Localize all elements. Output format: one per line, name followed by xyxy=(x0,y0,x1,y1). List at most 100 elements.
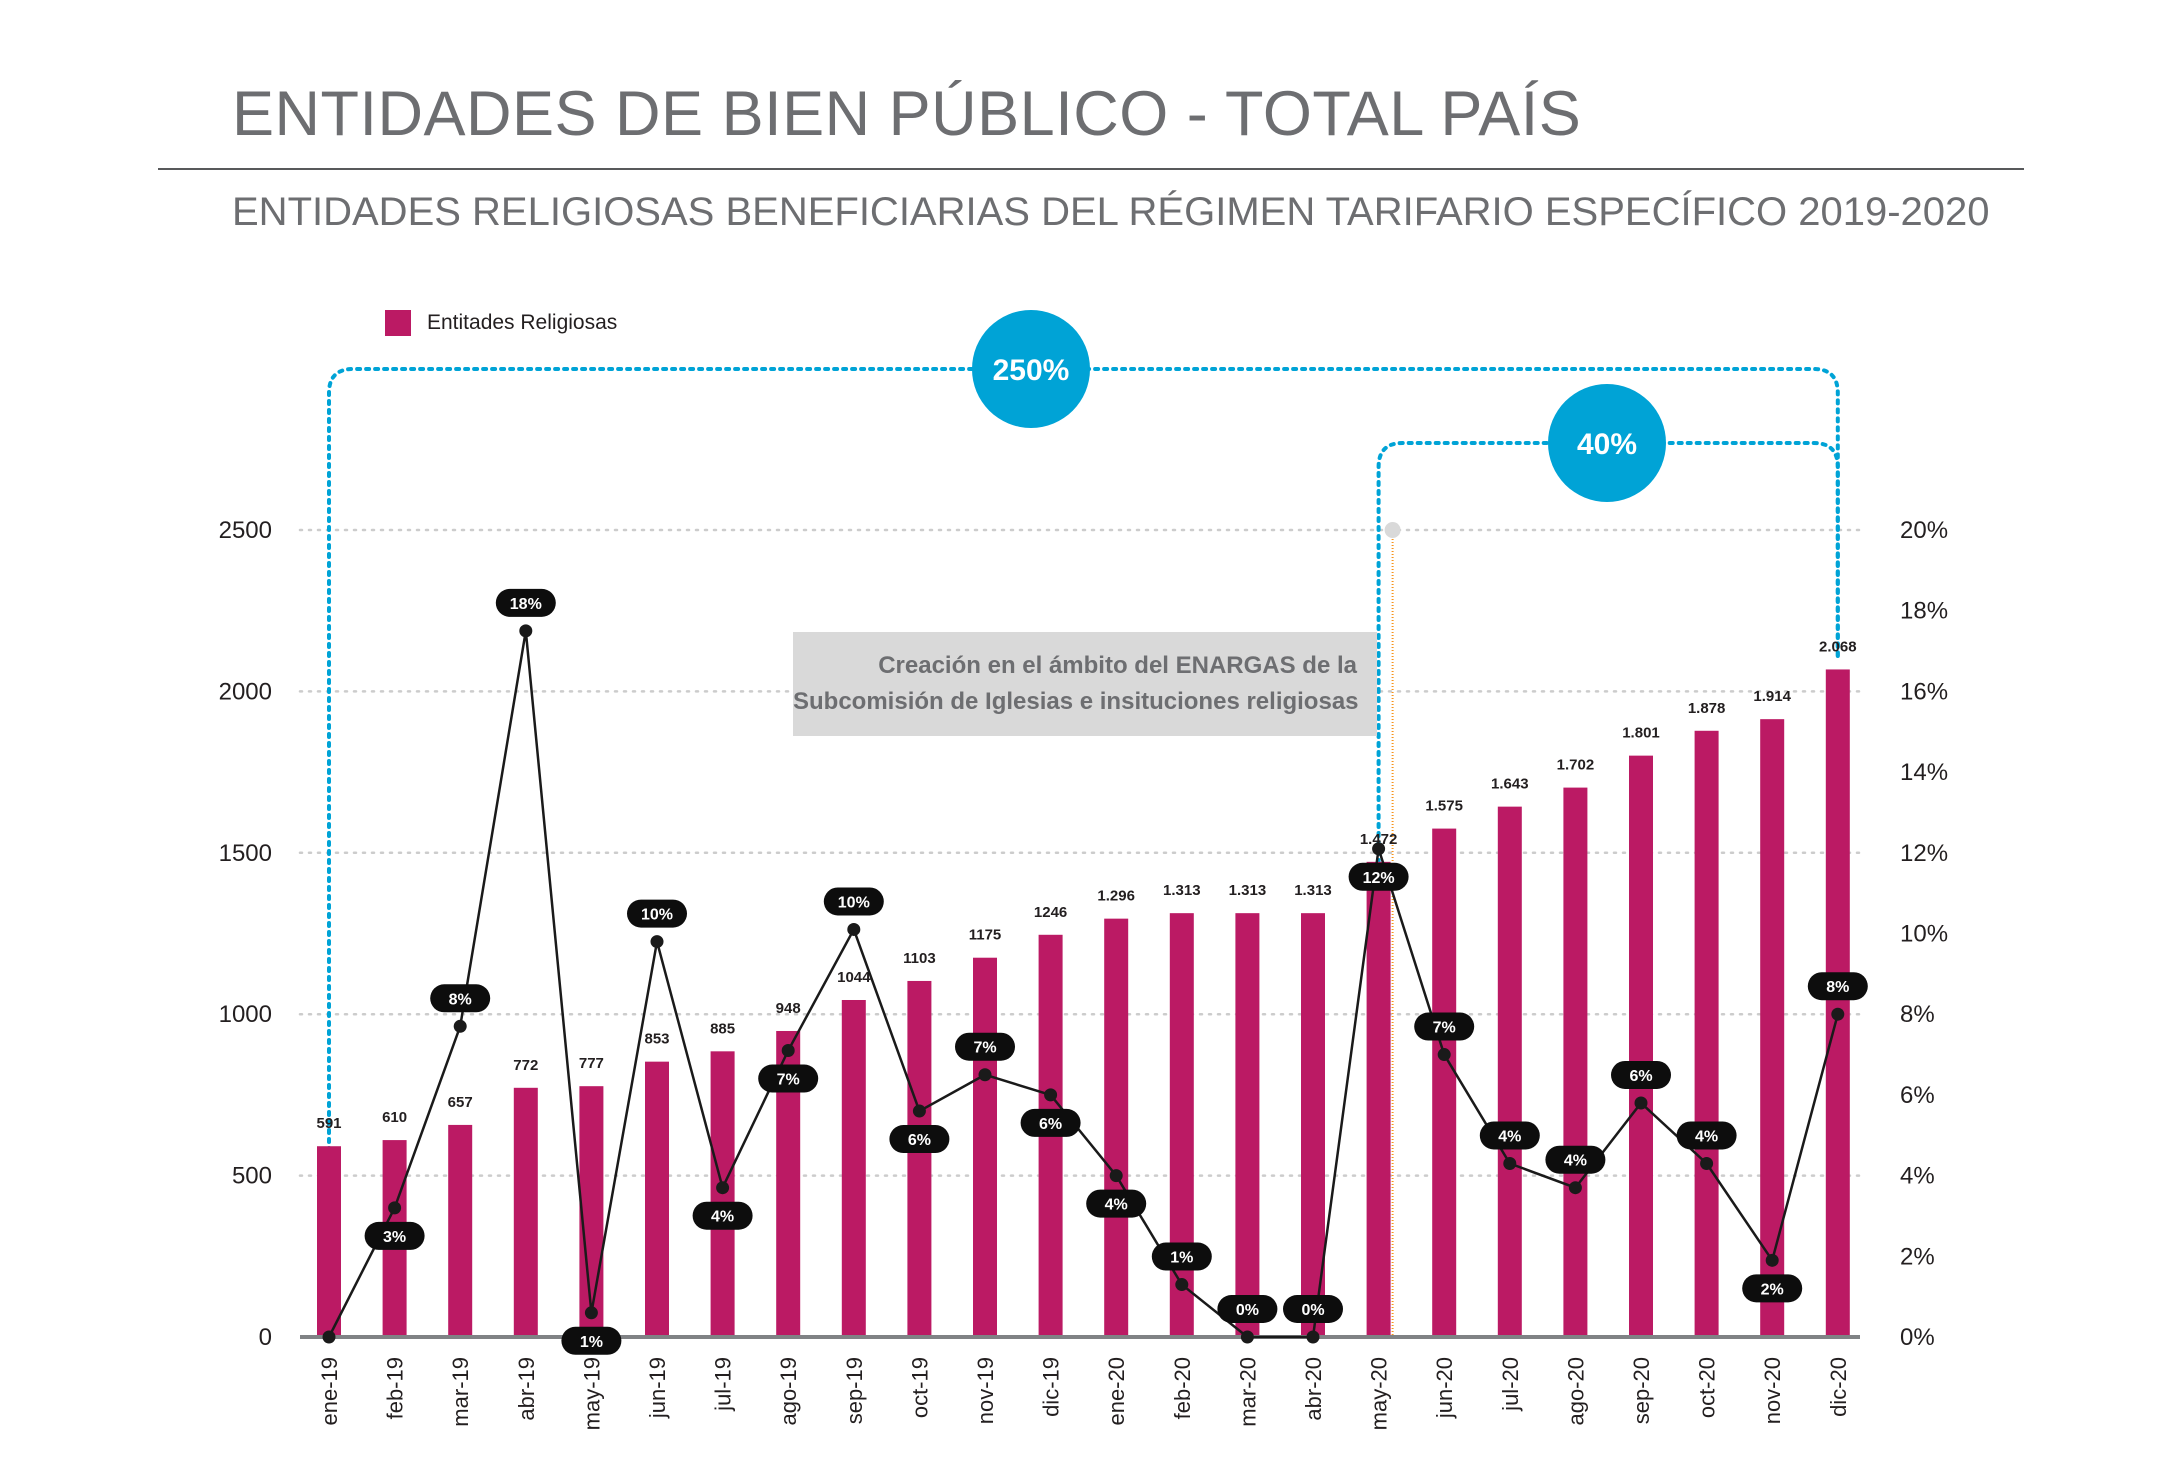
percent-pill xyxy=(1217,1295,1278,1323)
growth-250-bracket xyxy=(327,367,1840,1162)
percent-pill xyxy=(1020,1108,1081,1137)
bar-value-label: 1.575 xyxy=(1425,798,1463,815)
percent-pill xyxy=(627,899,687,928)
percent-label: 0% xyxy=(1301,1302,1324,1319)
percent-point xyxy=(781,1044,795,1058)
percent-label: 10% xyxy=(838,894,870,911)
percent-label: 1% xyxy=(580,1334,603,1351)
percent-point xyxy=(847,922,861,936)
percent-pill xyxy=(823,887,884,916)
x-tick-label: nov-20 xyxy=(1760,1357,1785,1424)
percent-label: 1% xyxy=(1170,1250,1193,1267)
title-divider xyxy=(158,168,2024,170)
x-tick-label: dic-20 xyxy=(1826,1357,1851,1417)
percent-point xyxy=(1109,1169,1123,1183)
y-tick-label: 2000 xyxy=(219,678,272,705)
percent-pill xyxy=(1545,1145,1606,1174)
percent-point xyxy=(650,935,664,949)
percent-point xyxy=(1831,1007,1845,1021)
bar xyxy=(448,1124,473,1337)
y2-tick-label: 6% xyxy=(1900,1082,1935,1109)
x-tick-label: jun-19 xyxy=(645,1357,670,1419)
bar-value-label: 657 xyxy=(448,1094,473,1111)
percent-pill xyxy=(758,1064,819,1093)
percent-label: 18% xyxy=(510,596,542,613)
bar-value-label: 777 xyxy=(579,1055,604,1072)
y2-tick-label: 20% xyxy=(1900,517,1948,544)
percent-point xyxy=(1306,1330,1320,1344)
percent-point xyxy=(1175,1278,1189,1292)
growth-250-label: 250% xyxy=(993,354,1070,387)
percent-label: 0% xyxy=(1236,1302,1259,1319)
bar-value-label: 1.296 xyxy=(1097,888,1135,905)
y2-tick-label: 4% xyxy=(1900,1163,1935,1190)
bar xyxy=(579,1086,604,1337)
percent-label: 10% xyxy=(641,907,673,924)
y-tick-label: 500 xyxy=(232,1163,272,1190)
percent-pill xyxy=(364,1221,425,1250)
percent-point xyxy=(1634,1096,1648,1110)
bar-value-label: 1044 xyxy=(837,969,871,986)
bar xyxy=(645,1061,669,1337)
x-tick-label: sep-19 xyxy=(842,1357,867,1424)
x-tick-label: ago-19 xyxy=(776,1357,801,1426)
percent-point xyxy=(388,1201,402,1215)
x-tick-label: feb-20 xyxy=(1170,1357,1195,1419)
percent-label: 6% xyxy=(1629,1068,1652,1085)
bar-value-label: 1.914 xyxy=(1753,688,1791,705)
percent-point xyxy=(322,1330,336,1344)
y2-tick-label: 14% xyxy=(1900,759,1948,786)
percent-pill xyxy=(955,1032,1015,1061)
growth-250-badge xyxy=(972,310,1090,428)
x-tick-label: jun-20 xyxy=(1432,1357,1457,1419)
percent-pill xyxy=(1151,1242,1212,1271)
bar xyxy=(1563,787,1588,1337)
x-tick-label: mar-20 xyxy=(1235,1357,1260,1427)
page-title: ENTIDADES DE BIEN PÚBLICO - TOTAL PAÍS xyxy=(232,79,1582,149)
bar xyxy=(1301,913,1325,1337)
percent-point xyxy=(453,1019,467,1033)
percent-point xyxy=(1044,1088,1058,1102)
percent-label: 6% xyxy=(908,1132,931,1149)
bar xyxy=(841,999,866,1337)
bar xyxy=(973,957,997,1337)
bar xyxy=(1432,828,1457,1337)
y-tick-label: 1500 xyxy=(219,840,272,867)
y2-tick-label: 2% xyxy=(1900,1243,1935,1270)
x-tick-label: abr-19 xyxy=(514,1357,539,1421)
x-tick-label: oct-20 xyxy=(1695,1357,1720,1418)
percent-pill xyxy=(1414,1012,1475,1041)
bar xyxy=(1694,730,1719,1337)
percent-pill xyxy=(495,588,556,617)
percent-label: 7% xyxy=(973,1040,996,1057)
bar-value-label: 1175 xyxy=(969,927,1002,944)
y-tick-label: 0 xyxy=(259,1324,272,1351)
percent-label: 8% xyxy=(449,991,472,1008)
y2-tick-label: 12% xyxy=(1900,840,1948,867)
percent-label: 4% xyxy=(1695,1128,1718,1145)
x-tick-label: jul-19 xyxy=(711,1357,736,1412)
percent-point xyxy=(716,1181,730,1195)
percent-pill xyxy=(1807,972,1868,1001)
y2-tick-label: 0% xyxy=(1900,1324,1935,1351)
annotation-line-2: Subcomisión de Iglesias e insituciones r… xyxy=(793,688,1359,715)
percent-point xyxy=(519,624,533,638)
legend-label: Entitades Religiosas xyxy=(427,311,618,334)
percent-point xyxy=(912,1104,926,1118)
percent-line xyxy=(327,630,1840,1339)
percent-point xyxy=(1503,1156,1517,1170)
percent-label: 6% xyxy=(1039,1116,1062,1133)
percent-label: 7% xyxy=(777,1072,800,1089)
percent-point xyxy=(584,1306,598,1320)
x-tick-label: ene-20 xyxy=(1104,1357,1129,1426)
percent-point xyxy=(1240,1330,1254,1344)
bar xyxy=(513,1087,538,1337)
x-tick-label: abr-20 xyxy=(1301,1357,1326,1421)
bar xyxy=(1629,755,1653,1337)
x-tick-label: ene-19 xyxy=(317,1357,342,1426)
percent-point xyxy=(1765,1253,1779,1267)
bar xyxy=(1366,861,1391,1337)
bar xyxy=(1760,719,1785,1337)
percent-pill xyxy=(1611,1060,1671,1089)
y-tick-label: 1000 xyxy=(219,1001,272,1028)
